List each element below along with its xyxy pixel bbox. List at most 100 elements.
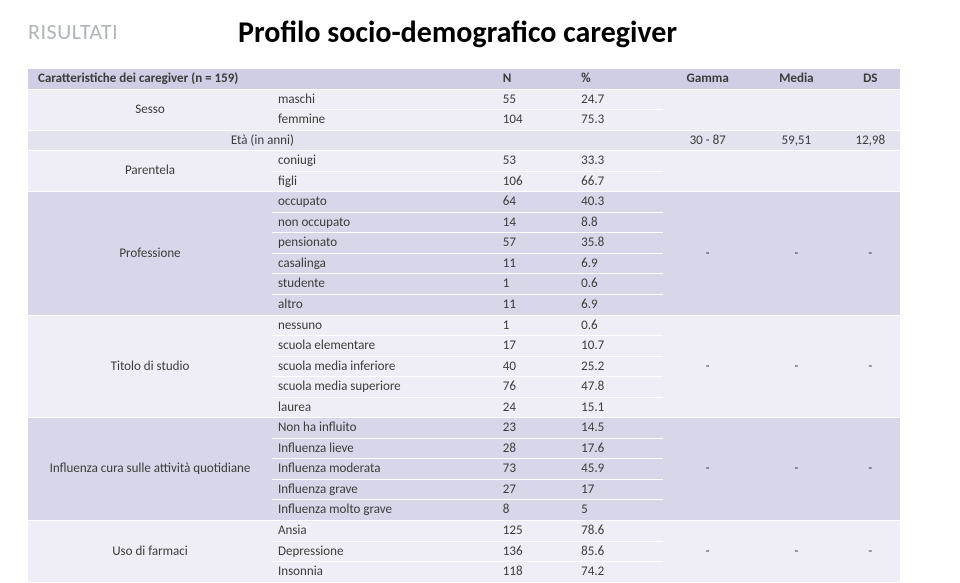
col-media: Media [752,69,841,89]
cell-n: 14 [497,212,575,233]
cell-gamma: - [663,315,752,418]
table-row: Influenza cura sulle attività quotidiane… [28,418,900,439]
cell-pct: 25.2 [575,356,663,377]
cell-n: 17 [497,336,575,357]
section-label: Influenza cura sulle attività quotidiane [28,418,272,521]
page-title: Profilo socio-demografico caregiver [238,14,677,51]
table-row: Parentelaconiugi5333.3 [28,151,900,172]
cell-category: coniugi [272,151,497,172]
cell-pct: 33.3 [575,151,663,172]
cell-ds: 12,98 [841,130,900,151]
col-group: Caratteristiche dei caregiver (n = 159) [28,69,497,89]
cell-n [497,130,575,151]
cell-pct: 8.8 [575,212,663,233]
cell-n: 24 [497,397,575,418]
cell-pct: 15.1 [575,397,663,418]
cell-pct [575,130,663,151]
cell-gamma: - [663,418,752,521]
col-ds: DS [841,69,900,89]
section-label: Parentela [28,151,272,192]
slide-label: RISULTATI [28,18,238,45]
cell-n: 1 [497,274,575,295]
table-row: Professioneoccupato6440.3--- [28,192,900,213]
cell-media: - [752,418,841,521]
table-row: Titolo di studionessuno10.6--- [28,315,900,336]
cell-ds [841,89,900,130]
cell-category: Influenza grave [272,479,497,500]
cell-n: 40 [497,356,575,377]
table-row: Età (in anni) 30 - 8759,5112,98 [28,130,900,151]
cell-n: 106 [497,171,575,192]
section-label: Età (in anni) [28,130,497,151]
cell-category: Insonnia [272,562,497,583]
cell-n: 64 [497,192,575,213]
cell-ds [841,151,900,192]
cell-n: 104 [497,110,575,131]
cell-pct: 5 [575,500,663,521]
cell-category: casalinga [272,253,497,274]
cell-n: 28 [497,438,575,459]
cell-category: non occupato [272,212,497,233]
col-n: N [497,69,575,89]
cell-gamma: 30 - 87 [663,130,752,151]
cell-media: - [752,192,841,315]
cell-n: 1 [497,315,575,336]
cell-media [752,89,841,130]
cell-category: scuola media superiore [272,377,497,398]
cell-ds: - [841,418,900,521]
cell-n: 53 [497,151,575,172]
cell-pct: 75.3 [575,110,663,131]
cell-pct: 0.6 [575,315,663,336]
cell-n: 136 [497,541,575,562]
cell-n: 118 [497,562,575,583]
cell-category: Non ha influito [272,418,497,439]
section-label: Sesso [28,89,272,130]
cell-category: pensionato [272,233,497,254]
cell-pct: 40.3 [575,192,663,213]
cell-n: 11 [497,253,575,274]
table-header: Caratteristiche dei caregiver (n = 159)N… [28,69,900,89]
table-row: Uso di farmaciAnsia12578.6--- [28,521,900,542]
caregiver-table: Caratteristiche dei caregiver (n = 159)N… [28,69,900,583]
cell-n: 125 [497,521,575,542]
cell-pct: 35.8 [575,233,663,254]
cell-category: femmine [272,110,497,131]
cell-media: 59,51 [752,130,841,151]
table-row: Sessomaschi5524.7 [28,89,900,110]
cell-category: altro [272,295,497,316]
cell-media [752,151,841,192]
cell-category: Influenza molto grave [272,500,497,521]
cell-category: Influenza lieve [272,438,497,459]
cell-category: maschi [272,89,497,110]
cell-ds: - [841,192,900,315]
cell-category: occupato [272,192,497,213]
cell-n: 8 [497,500,575,521]
cell-category: Depressione [272,541,497,562]
section-label: Professione [28,192,272,315]
cell-gamma [663,89,752,130]
cell-category: figli [272,171,497,192]
cell-pct: 0.6 [575,274,663,295]
col-gamma: Gamma [663,69,752,89]
cell-category: scuola media inferiore [272,356,497,377]
cell-ds: - [841,315,900,418]
cell-category: scuola elementare [272,336,497,357]
cell-n: 27 [497,479,575,500]
cell-pct: 6.9 [575,295,663,316]
cell-pct: 66.7 [575,171,663,192]
cell-category: Influenza moderata [272,459,497,480]
cell-pct: 45.9 [575,459,663,480]
cell-pct: 6.9 [575,253,663,274]
cell-pct: 14.5 [575,418,663,439]
cell-category: Ansia [272,521,497,542]
cell-n: 76 [497,377,575,398]
cell-n: 23 [497,418,575,439]
col-pct: % [575,69,663,89]
slide: RISULTATI Profilo socio-demografico care… [0,0,960,583]
cell-category: studente [272,274,497,295]
cell-n: 55 [497,89,575,110]
cell-n: 57 [497,233,575,254]
cell-pct: 17.6 [575,438,663,459]
cell-pct: 85.6 [575,541,663,562]
cell-gamma [663,151,752,192]
